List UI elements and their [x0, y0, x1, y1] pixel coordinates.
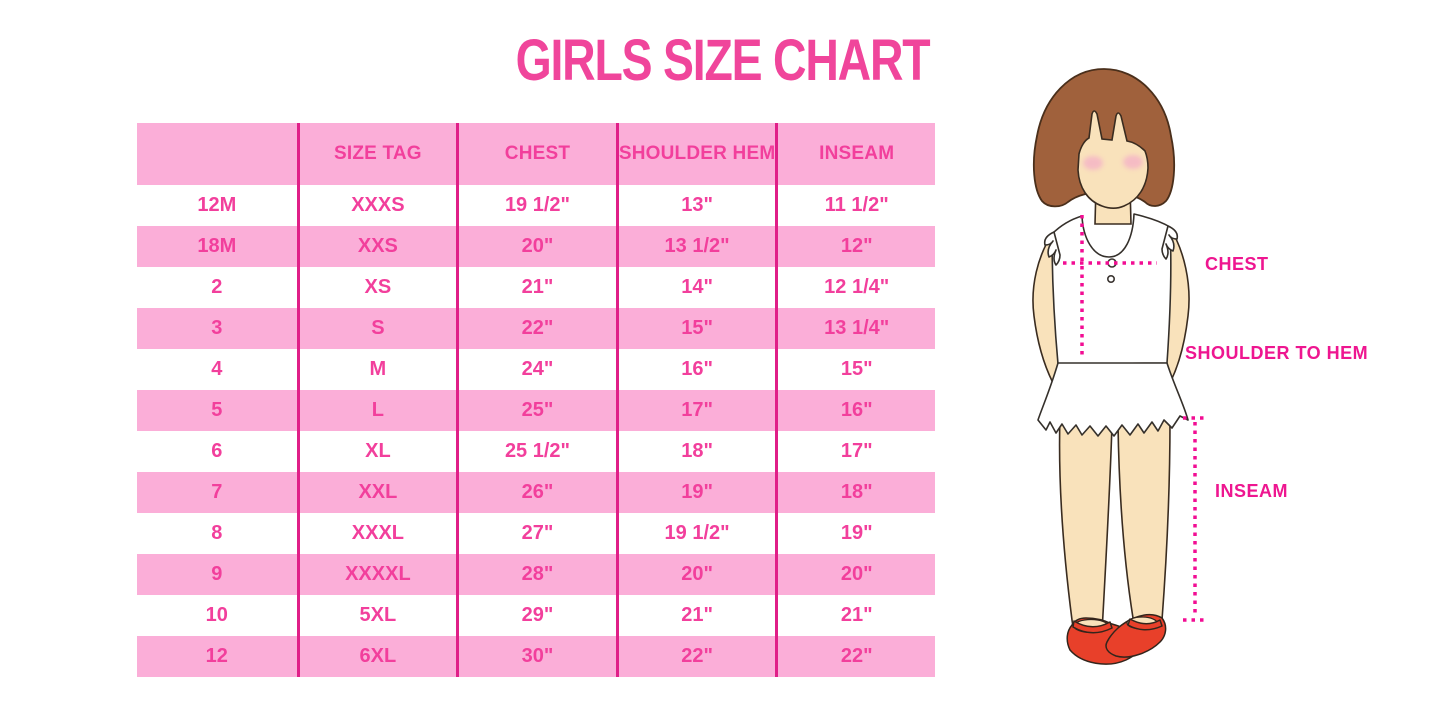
- cell-size-tag: 5XL: [296, 595, 457, 636]
- size-chart-table: SIZE TAG CHEST SHOULDER HEM INSEAM 12M X…: [137, 123, 935, 677]
- cell-size-tag: 6XL: [296, 636, 457, 677]
- cell-size: 7: [211, 481, 223, 503]
- cell-shoulder-hem: 20": [615, 554, 776, 595]
- cell-size-tag: XXL: [296, 472, 457, 513]
- girl-top-ruffle-right: [1161, 225, 1179, 260]
- cell-inseam: 16": [775, 390, 935, 431]
- cell-chest: 29": [456, 595, 616, 636]
- cell-shoulder-hem: 19": [615, 472, 776, 513]
- girl-shoe-right: [1105, 613, 1167, 658]
- cell-inseam: 20": [775, 554, 935, 595]
- cell-size-tag: XXXXL: [296, 554, 457, 595]
- cell-size-tag: XXS: [296, 226, 457, 267]
- table-header-row: SIZE TAG CHEST SHOULDER HEM INSEAM: [137, 123, 935, 185]
- girl-leg-left: [1058, 415, 1113, 635]
- cell-size-tag: XS: [296, 267, 457, 308]
- cell-inseam: 11 1/2": [775, 185, 935, 226]
- cell-inseam: 12": [775, 226, 935, 267]
- cell-shoulder-hem: 18": [615, 431, 776, 472]
- girl-leg-right: [1117, 419, 1171, 630]
- girl-top-bodice: [1051, 213, 1172, 365]
- cell-shoulder-hem: 17": [615, 390, 776, 431]
- cell-size: 18M: [197, 235, 237, 257]
- cell-size: 8: [211, 522, 223, 544]
- cell-inseam: 15": [775, 349, 935, 390]
- table-row: 4 M 24" 16" 15": [137, 349, 935, 390]
- girl-illustration: CHEST SHOULDER TO HEM INSEAM: [1032, 68, 1368, 665]
- shoulder-to-hem-label: SHOULDER TO HEM: [1185, 343, 1368, 363]
- chest-label: CHEST: [1205, 254, 1269, 274]
- header-cell-chest: CHEST: [456, 123, 616, 185]
- girl-top-ruffle-left: [1043, 231, 1061, 266]
- cell-size: 4: [211, 358, 223, 380]
- table-row: 3 S 22" 15" 13 1/4": [137, 308, 935, 349]
- cell-size: 12M: [197, 194, 237, 216]
- cell-chest: 21": [456, 267, 616, 308]
- table-row: 9 XXXXL 28" 20" 20": [137, 554, 935, 595]
- table-row: 8 XXXL 27" 19 1/2" 19": [137, 513, 935, 554]
- cell-size-tag: M: [296, 349, 457, 390]
- table-row: 5 L 25" 17" 16": [137, 390, 935, 431]
- table-row: 10 5XL 29" 21" 21": [137, 595, 935, 636]
- cell-size: 9: [211, 563, 223, 585]
- cell-chest: 30": [456, 636, 616, 677]
- cell-chest: 28": [456, 554, 616, 595]
- cell-chest: 27": [456, 513, 616, 554]
- button-bottom: [1107, 275, 1116, 284]
- table-row: 2 XS 21" 14" 12 1/4": [137, 267, 935, 308]
- header-cell-size-tag: SIZE TAG: [296, 123, 457, 185]
- girl-blush-left: [1083, 156, 1103, 170]
- inseam-label: INSEAM: [1215, 481, 1288, 501]
- page-title: GIRLS SIZE CHART: [515, 28, 931, 93]
- cell-inseam: 21": [775, 595, 935, 636]
- cell-inseam: 19": [775, 513, 935, 554]
- table-row: 12 6XL 30" 22" 22": [137, 636, 935, 677]
- cell-shoulder-hem: 14": [615, 267, 776, 308]
- cell-inseam: 13 1/4": [775, 308, 935, 349]
- header-cell-inseam: INSEAM: [775, 123, 935, 185]
- table-row: 6 XL 25 1/2" 18" 17": [137, 431, 935, 472]
- cell-inseam: 22": [775, 636, 935, 677]
- cell-shoulder-hem: 21": [615, 595, 776, 636]
- cell-inseam: 18": [775, 472, 935, 513]
- cell-shoulder-hem: 16": [615, 349, 776, 390]
- cell-size-tag: S: [296, 308, 457, 349]
- cell-shoulder-hem: 22": [615, 636, 776, 677]
- cell-chest: 24": [456, 349, 616, 390]
- cell-chest: 19 1/2": [456, 185, 616, 226]
- cell-chest: 26": [456, 472, 616, 513]
- header-cell-shoulder-hem: SHOULDER HEM: [615, 123, 776, 185]
- cell-size: 10: [205, 604, 228, 626]
- header-cell-size: [137, 123, 297, 185]
- cell-chest: 25 1/2": [456, 431, 616, 472]
- table-row: 18M XXS 20" 13 1/2" 12": [137, 226, 935, 267]
- table-row: 7 XXL 26" 19" 18": [137, 472, 935, 513]
- cell-chest: 25": [456, 390, 616, 431]
- girl-face: [1077, 110, 1149, 210]
- table-row: 12M XXXS 19 1/2" 13" 11 1/2": [137, 185, 935, 226]
- cell-size: 3: [211, 317, 223, 339]
- cell-size-tag: XL: [296, 431, 457, 472]
- cell-chest: 20": [456, 226, 616, 267]
- girl-blush-right: [1123, 155, 1143, 169]
- cell-size: 6: [211, 440, 223, 462]
- cell-size: 5: [211, 399, 223, 421]
- size-chart-table-body: 12M XXXS 19 1/2" 13" 11 1/2" 18M XXS 20"…: [137, 185, 935, 677]
- cell-shoulder-hem: 19 1/2": [615, 513, 776, 554]
- cell-size-tag: L: [296, 390, 457, 431]
- cell-shoulder-hem: 13": [615, 185, 776, 226]
- cell-size-tag: XXXL: [296, 513, 457, 554]
- cell-inseam: 17": [775, 431, 935, 472]
- girl-skirt: [1037, 362, 1189, 437]
- cell-size: 2: [211, 276, 223, 298]
- cell-shoulder-hem: 13 1/2": [615, 226, 776, 267]
- cell-size-tag: XXXS: [296, 185, 457, 226]
- cell-size: 12: [205, 645, 228, 667]
- cell-shoulder-hem: 15": [615, 308, 776, 349]
- cell-inseam: 12 1/4": [775, 267, 935, 308]
- cell-chest: 22": [456, 308, 616, 349]
